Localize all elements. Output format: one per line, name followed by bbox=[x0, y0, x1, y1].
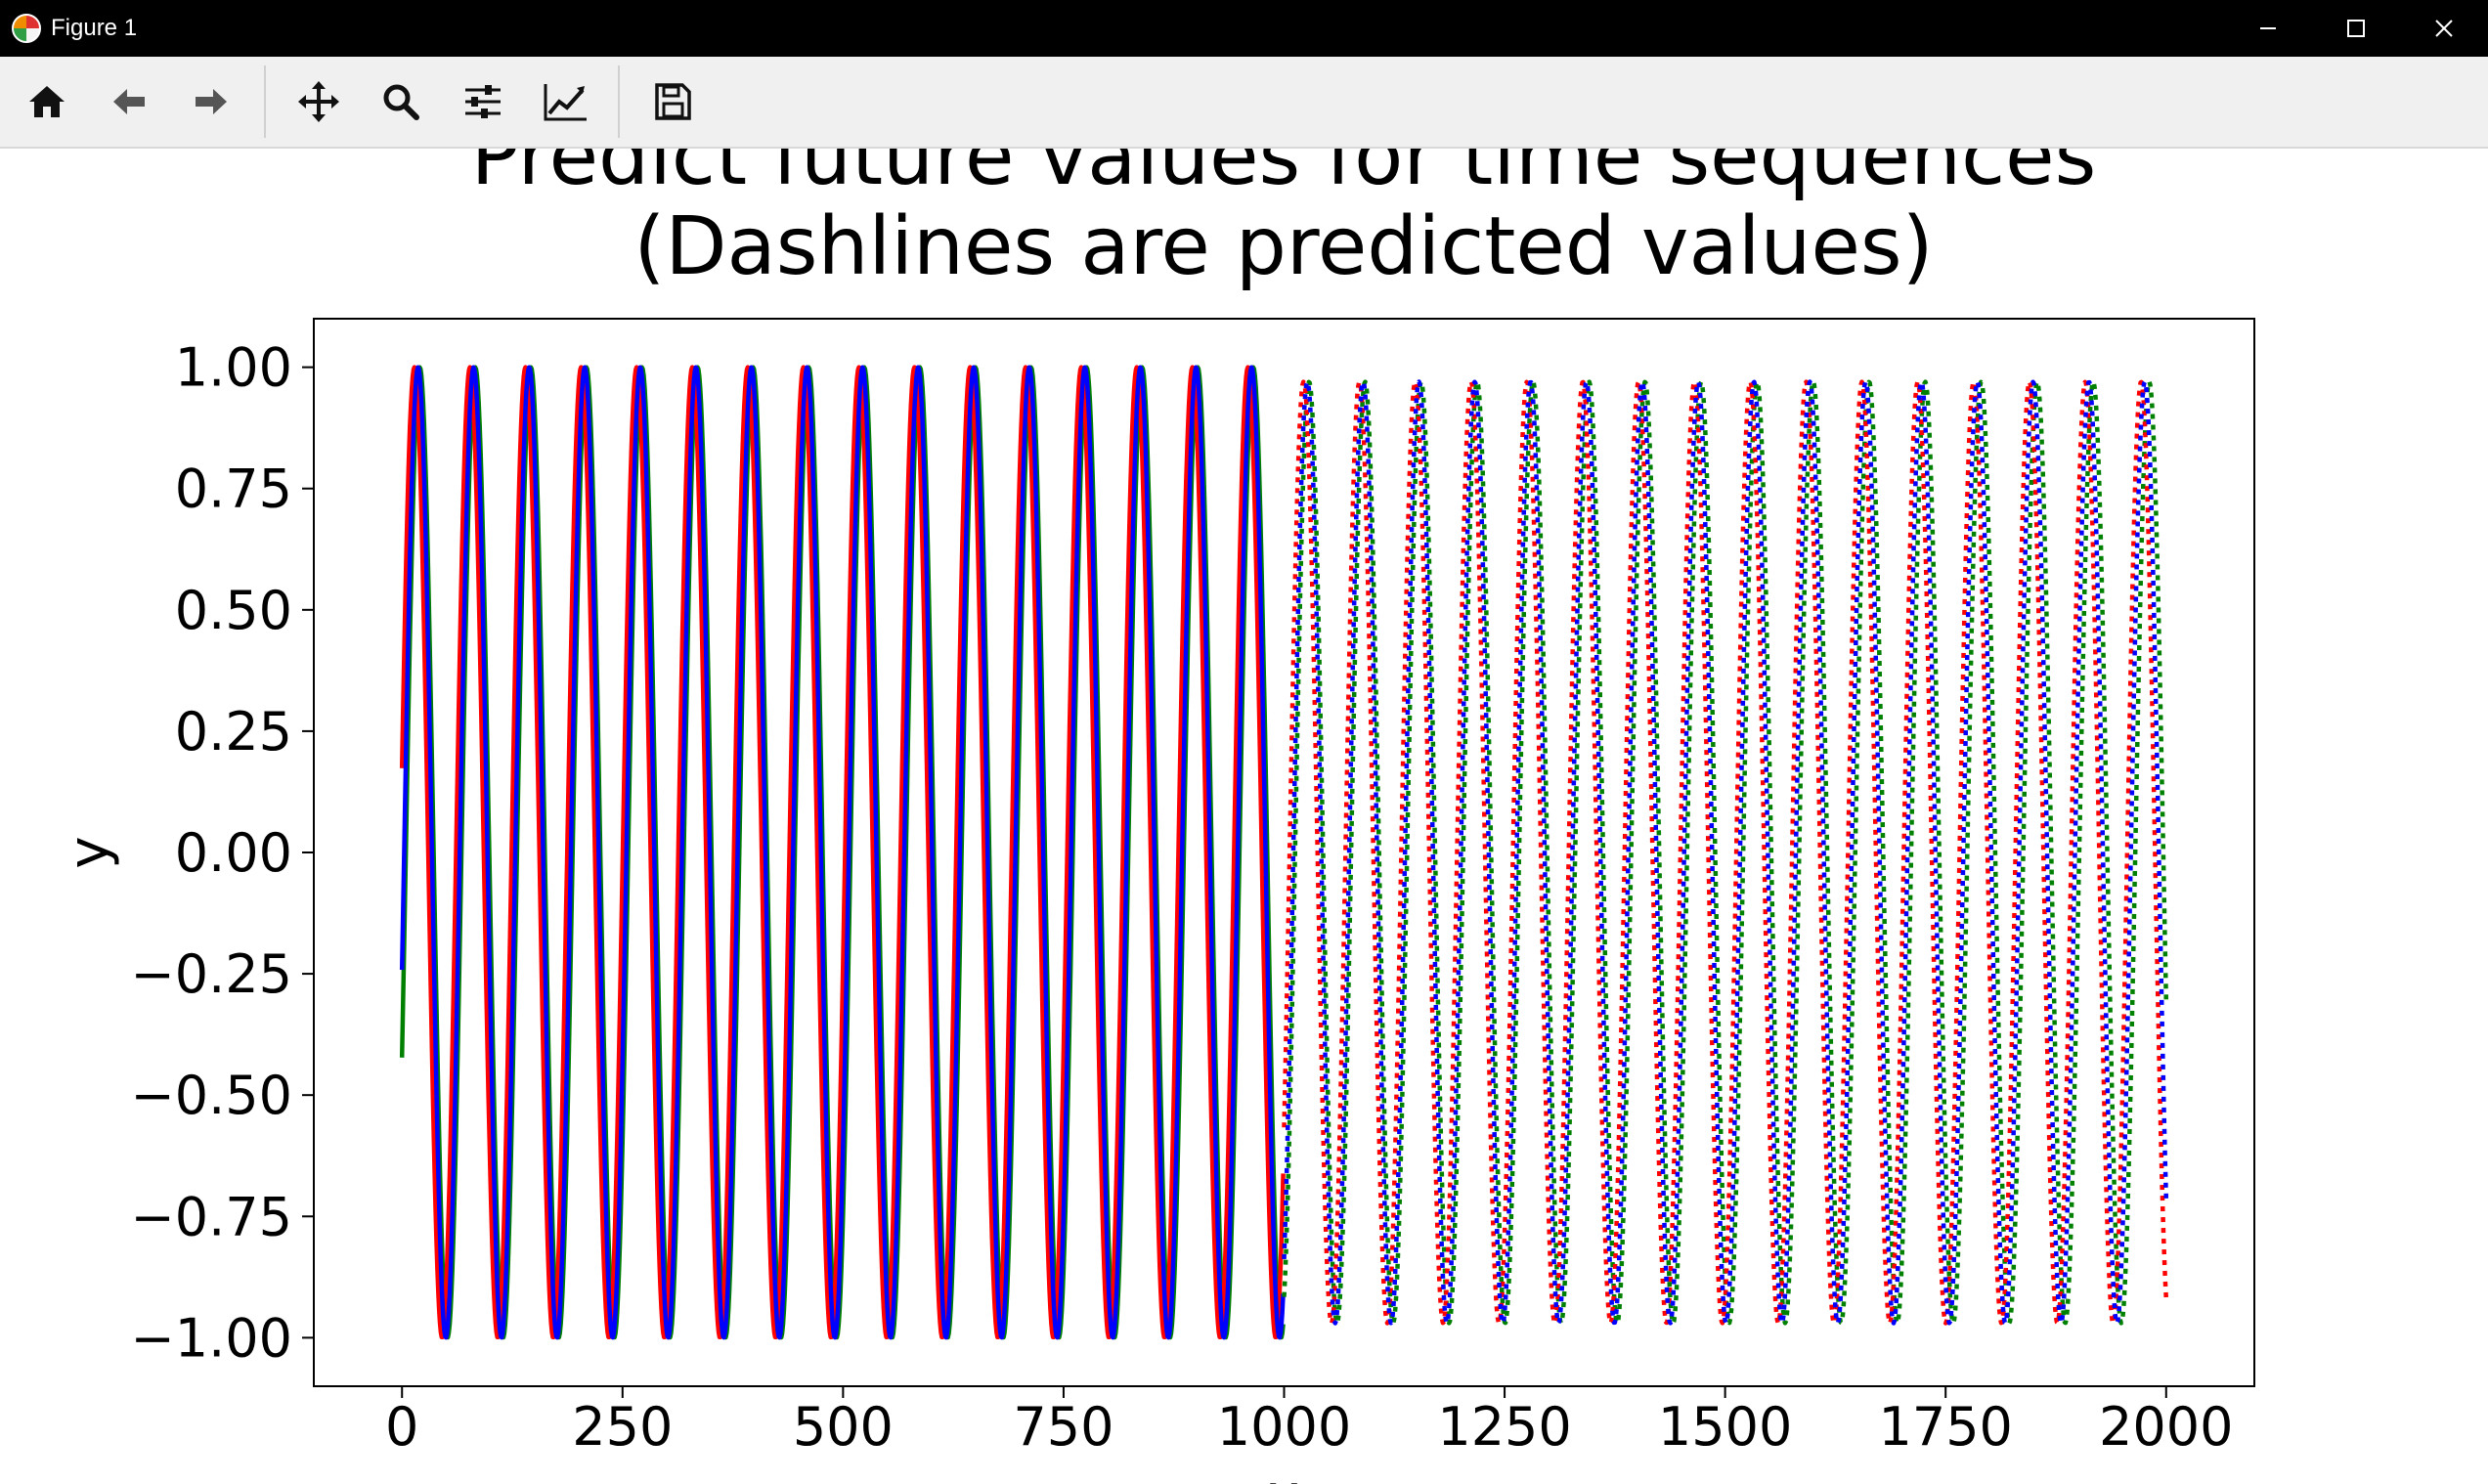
edit-axis-button[interactable] bbox=[524, 61, 606, 143]
home-icon bbox=[29, 86, 65, 117]
x-tick-label: 1000 bbox=[1217, 1396, 1351, 1458]
chart-line-icon bbox=[544, 84, 587, 121]
floppy-disk-icon bbox=[655, 83, 691, 120]
figure-canvas[interactable]: Predict future values for time sequences… bbox=[0, 149, 2488, 1484]
arrow-right-icon bbox=[196, 89, 227, 114]
window-title: Figure 1 bbox=[51, 15, 138, 41]
x-axis-label: x bbox=[1267, 1463, 1299, 1484]
chart-title-line1: Predict future values for time sequences bbox=[471, 149, 2097, 203]
chart-title-line2: (Dashlines are predicted values) bbox=[633, 200, 1933, 293]
green-predicted-series-line bbox=[1282, 379, 2169, 1326]
x-tick-label: 1500 bbox=[1658, 1396, 1792, 1458]
home-button[interactable] bbox=[6, 61, 88, 143]
y-tick-label: 0.50 bbox=[175, 580, 292, 641]
window-controls bbox=[2224, 0, 2488, 57]
red-actual-series-line bbox=[399, 365, 1286, 1339]
configure-subplots-button[interactable] bbox=[442, 61, 524, 143]
y-tick-label: −1.00 bbox=[131, 1307, 292, 1369]
forward-button[interactable] bbox=[170, 61, 252, 143]
y-tick-label: −0.25 bbox=[131, 943, 292, 1005]
zoom-button[interactable] bbox=[360, 61, 442, 143]
toolbar-separator bbox=[618, 65, 620, 138]
y-tick-label: −0.75 bbox=[131, 1186, 292, 1247]
x-tick-label: 2000 bbox=[2099, 1396, 2233, 1458]
y-tick-label: −0.50 bbox=[131, 1065, 292, 1126]
maximize-button[interactable] bbox=[2312, 0, 2400, 57]
line-chart: Predict future values for time sequences… bbox=[58, 149, 2255, 1484]
window-titlebar: Figure 1 bbox=[0, 0, 2488, 57]
y-tick-label: 0.00 bbox=[175, 822, 292, 884]
back-button[interactable] bbox=[88, 61, 170, 143]
save-button[interactable] bbox=[632, 61, 714, 143]
minimize-icon bbox=[2260, 27, 2276, 29]
close-icon bbox=[2435, 20, 2453, 37]
navigation-toolbar bbox=[0, 57, 2488, 149]
close-button[interactable] bbox=[2400, 0, 2488, 57]
x-tick-label: 500 bbox=[793, 1396, 894, 1458]
matplotlib-logo-icon bbox=[12, 14, 41, 43]
y-axis-label: y bbox=[58, 836, 121, 868]
blue-actual-series-line bbox=[399, 365, 1286, 1340]
x-tick-label: 1750 bbox=[1878, 1396, 2012, 1458]
x-tick-label: 0 bbox=[385, 1396, 418, 1458]
x-tick-label: 1250 bbox=[1437, 1396, 1571, 1458]
pan-button[interactable] bbox=[278, 61, 360, 143]
maximize-icon bbox=[2347, 20, 2365, 37]
move-icon bbox=[298, 81, 339, 122]
arrow-left-icon bbox=[113, 89, 145, 114]
x-tick-label: 750 bbox=[1013, 1396, 1113, 1458]
magnifier-icon bbox=[383, 84, 419, 120]
x-tick-label: 250 bbox=[572, 1396, 673, 1458]
sliders-icon bbox=[465, 85, 501, 118]
red-predicted-series-line bbox=[1282, 379, 2169, 1326]
blue-predicted-series-line bbox=[1282, 379, 2169, 1326]
plot-area[interactable] bbox=[313, 318, 2255, 1387]
y-tick-label: 0.25 bbox=[175, 701, 292, 763]
y-tick-label: 0.75 bbox=[175, 458, 292, 520]
minimize-button[interactable] bbox=[2224, 0, 2312, 57]
toolbar-separator bbox=[264, 65, 266, 138]
y-tick-label: 1.00 bbox=[175, 337, 292, 399]
